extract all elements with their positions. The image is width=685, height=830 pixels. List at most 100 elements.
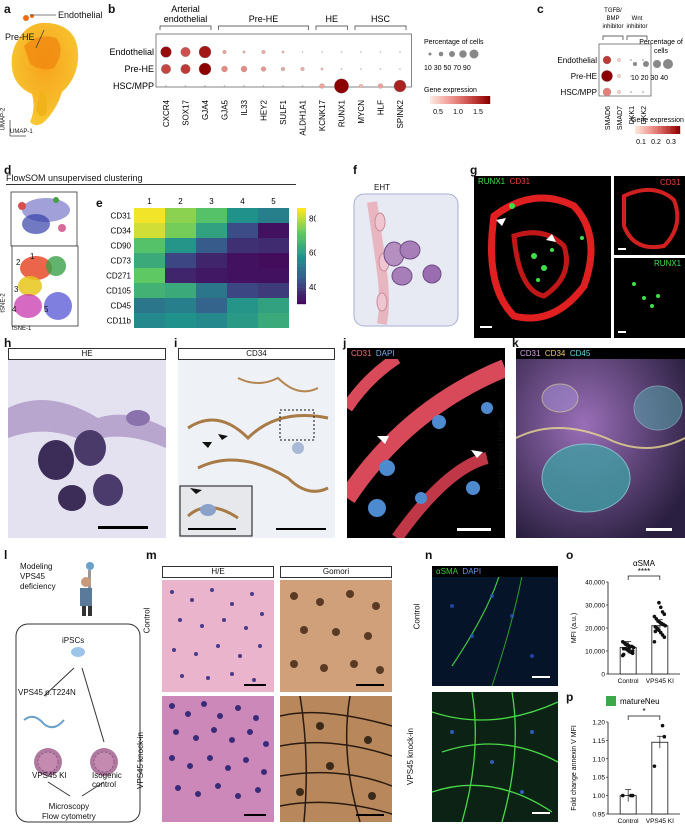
n-ki-label: VPS45 knock-in [405, 728, 415, 785]
panel-label-f: f [353, 163, 357, 177]
isogenic-label: Isogenic control [92, 771, 122, 789]
panel-label-m: m [146, 548, 157, 562]
b-gene-label: RUNX1 [338, 99, 347, 127]
b-gene-label: SPINK2 [396, 99, 405, 128]
e-colorbar-swatch [297, 227, 306, 230]
e-colorbar-swatch [297, 222, 306, 225]
b-dot [242, 50, 246, 54]
e-colorbar-swatch [297, 289, 306, 293]
b-dot [180, 47, 191, 57]
e-cell [258, 298, 289, 313]
gomori-ki-image [280, 696, 392, 822]
e-cell [196, 208, 227, 223]
e-cell [134, 313, 165, 328]
b-size-legend-dot [459, 50, 467, 58]
e-colorbar-swatch [297, 239, 306, 242]
b-row-label: Endothelial [109, 47, 154, 57]
panel-label-c: c [537, 2, 544, 16]
panel-label-n: n [425, 548, 433, 562]
e-cell [227, 298, 258, 313]
b-dot [160, 46, 172, 58]
b-color-legend-tick: 1.0 [453, 109, 463, 116]
b-frame [155, 33, 412, 88]
b-size-legend-dot [449, 51, 455, 57]
panel-label-a: a [4, 2, 11, 16]
c-color-legend-swatch [647, 126, 650, 134]
e-colorbar-swatch [297, 270, 306, 273]
n-dapi-label: DAPI [462, 567, 482, 576]
b-color-legend-swatch [484, 96, 487, 104]
b-dot [281, 50, 285, 54]
e-colorbar-swatch [297, 275, 306, 278]
b-color-legend-swatch [458, 96, 461, 104]
charto-point [652, 614, 657, 619]
eht-schematic [353, 193, 459, 327]
b-row-label: Pre-HE [124, 64, 154, 74]
c-color-legend-swatch [640, 126, 643, 134]
e-cell [258, 313, 289, 328]
b-dot [359, 84, 363, 88]
e-colorbar-swatch [297, 229, 306, 233]
asma-control-image [432, 566, 558, 686]
e-colorbar-swatch [297, 284, 306, 288]
c-dot [602, 55, 612, 65]
chartp-ytick-label: 1.00 [592, 793, 605, 800]
e-row-label: CD271 [106, 272, 131, 281]
chartp-xtick-label: Control [618, 818, 640, 825]
c-gene-label: SMAD7 [617, 106, 624, 130]
vessel-lumen-3d-image [516, 348, 685, 538]
umap1-axis-label: UMAP-1 [10, 129, 33, 135]
c-color-legend-tick: 0.2 [651, 139, 661, 146]
b-color-legend-swatch [456, 96, 459, 104]
e-colorbar-swatch [297, 299, 306, 302]
e-colorbar-swatch [297, 241, 306, 245]
cd31-dapi-3d-image [347, 348, 505, 538]
tsne2-axis-label: tSNE-2 [0, 293, 7, 313]
e-cell [227, 253, 258, 268]
e-cell [258, 283, 289, 298]
e-colorbar-tick: 800 [309, 214, 316, 223]
e-cell [134, 223, 165, 238]
k-header: CD31 CD34 CD45 [516, 348, 685, 359]
e-colorbar-swatch [297, 224, 306, 228]
c-frame [598, 43, 652, 97]
m-he-header: H/E [162, 566, 274, 578]
b-gene-label: ALDH1A1 [299, 99, 308, 135]
e-col-label: 4 [240, 197, 245, 206]
c-color-legend-swatch [642, 126, 645, 134]
c-dot [642, 75, 644, 77]
c-gene-label: SMAD6 [605, 106, 612, 130]
e-colorbar-swatch [297, 301, 306, 305]
k-cd34-label: CD34 [544, 349, 566, 358]
eht-title: EHT [374, 183, 390, 192]
b-color-legend-tick: 1.5 [473, 109, 483, 116]
b-dot [165, 85, 167, 87]
b-dot [222, 50, 227, 54]
c-dot [617, 58, 621, 62]
c-color-legend-swatch [669, 126, 672, 134]
e-cell [196, 253, 227, 268]
e-cell [196, 238, 227, 253]
chartp-xtick-label: VPS45 KI [646, 818, 674, 825]
c-color-legend-swatch [651, 126, 654, 134]
c-group-label-1: Wnt [632, 16, 643, 22]
b-dot [260, 66, 267, 72]
b-dot [399, 68, 401, 70]
e-cell [134, 238, 165, 253]
b-color-legend-swatch [454, 96, 457, 104]
chartp-ytick-label: 1.05 [592, 775, 605, 782]
chartp-ytick-label: 1.20 [592, 720, 605, 727]
charto-point [623, 642, 628, 646]
e-cell [165, 313, 196, 328]
c-color-legend-title: Gene expression [631, 117, 684, 124]
b-color-legend-swatch [468, 96, 471, 104]
b-color-legend-swatch [464, 96, 467, 104]
e-cell [196, 313, 227, 328]
cd31-label: CD31 [509, 177, 531, 186]
e-cell [196, 268, 227, 283]
b-dot [360, 51, 362, 53]
c-color-legend-swatch [645, 126, 648, 134]
k-cd31-label: CD31 [520, 349, 541, 358]
chartp-ytick-label: 1.15 [592, 738, 605, 745]
e-cell [196, 223, 227, 238]
